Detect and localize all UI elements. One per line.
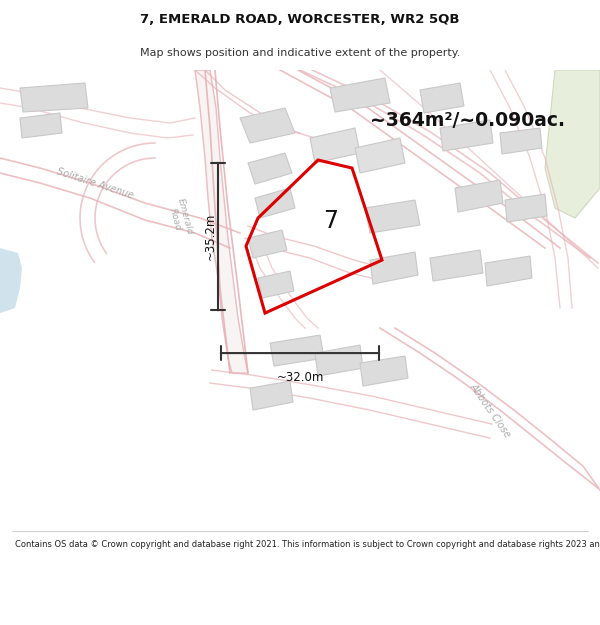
Polygon shape (500, 128, 542, 154)
Polygon shape (270, 335, 324, 366)
Polygon shape (485, 256, 532, 286)
Text: ~32.0m: ~32.0m (277, 371, 323, 384)
Polygon shape (258, 271, 294, 298)
Polygon shape (20, 113, 62, 138)
Polygon shape (248, 153, 292, 184)
Text: Emerald
Road: Emerald Road (166, 198, 194, 239)
Text: Abbots Close: Abbots Close (467, 381, 512, 439)
Polygon shape (20, 83, 88, 112)
Polygon shape (360, 356, 408, 386)
Text: 7, EMERALD ROAD, WORCESTER, WR2 5QB: 7, EMERALD ROAD, WORCESTER, WR2 5QB (140, 13, 460, 26)
Polygon shape (195, 70, 248, 373)
Polygon shape (248, 230, 287, 258)
Polygon shape (255, 188, 295, 218)
Polygon shape (310, 128, 360, 163)
Polygon shape (455, 180, 503, 212)
Text: 7: 7 (323, 209, 338, 232)
Polygon shape (420, 83, 464, 113)
Polygon shape (545, 70, 600, 218)
Text: ~364m²/~0.090ac.: ~364m²/~0.090ac. (370, 111, 565, 129)
Text: Contains OS data © Crown copyright and database right 2021. This information is : Contains OS data © Crown copyright and d… (15, 540, 600, 549)
Polygon shape (505, 194, 547, 222)
Text: ~35.2m: ~35.2m (203, 213, 217, 260)
Polygon shape (370, 252, 418, 284)
Text: Solitaire Avenue: Solitaire Avenue (55, 166, 134, 200)
Polygon shape (440, 120, 493, 151)
Polygon shape (250, 381, 293, 410)
Polygon shape (430, 250, 483, 281)
Polygon shape (330, 78, 390, 112)
Text: Map shows position and indicative extent of the property.: Map shows position and indicative extent… (140, 48, 460, 58)
Polygon shape (0, 248, 22, 313)
Polygon shape (355, 138, 405, 173)
Polygon shape (240, 108, 295, 143)
Polygon shape (315, 345, 363, 376)
Polygon shape (365, 200, 420, 233)
